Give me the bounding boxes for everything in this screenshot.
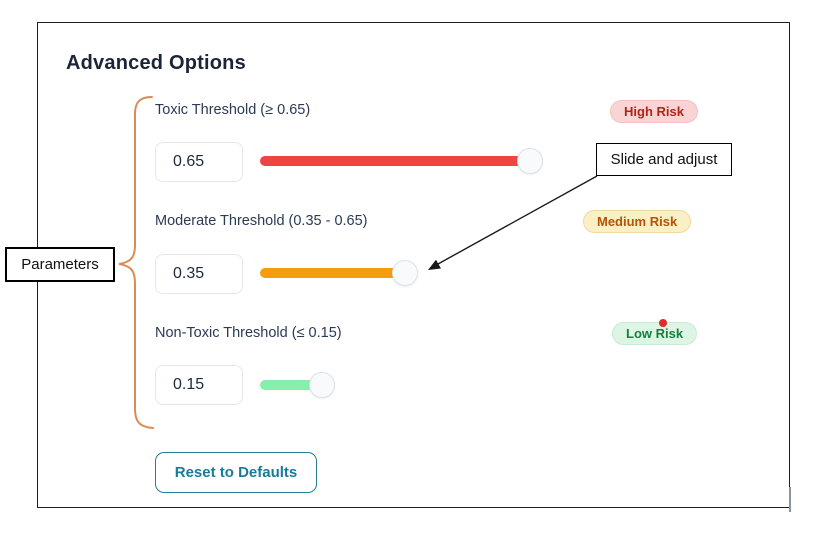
slider-handle[interactable] (309, 372, 335, 398)
toxic-threshold-input[interactable] (155, 142, 243, 182)
moderate-threshold-input[interactable] (155, 254, 243, 294)
high-risk-badge: High Risk (610, 100, 698, 123)
medium-risk-badge: Medium Risk (583, 210, 692, 233)
reset-to-defaults-button[interactable]: Reset to Defaults (155, 452, 317, 493)
slider-fill[interactable] (260, 380, 322, 390)
moderate-threshold-slider[interactable] (260, 260, 560, 286)
page-title: Advanced Options (66, 52, 246, 74)
slider-handle[interactable] (517, 148, 543, 174)
nontoxic-threshold-input[interactable] (155, 365, 243, 405)
parameters-annotation-box: Parameters (5, 247, 115, 282)
nontoxic-threshold-label: Non-Toxic Threshold (≤ 0.15) (155, 325, 342, 341)
nontoxic-threshold-slider[interactable] (260, 372, 560, 398)
slide-adjust-annotation-box: Slide and adjust (596, 143, 732, 176)
slider-handle[interactable] (392, 260, 418, 286)
slider-fill[interactable] (260, 156, 530, 166)
low-risk-badge: Low Risk (612, 322, 698, 345)
slider-fill[interactable] (260, 268, 405, 278)
toxic-threshold-slider[interactable] (260, 148, 560, 174)
cursor-dot (659, 319, 667, 327)
frame-overshoot-tick (789, 487, 791, 512)
moderate-threshold-label: Moderate Threshold (0.35 - 0.65) (155, 213, 368, 229)
toxic-threshold-label: Toxic Threshold (≥ 0.65) (155, 102, 311, 118)
